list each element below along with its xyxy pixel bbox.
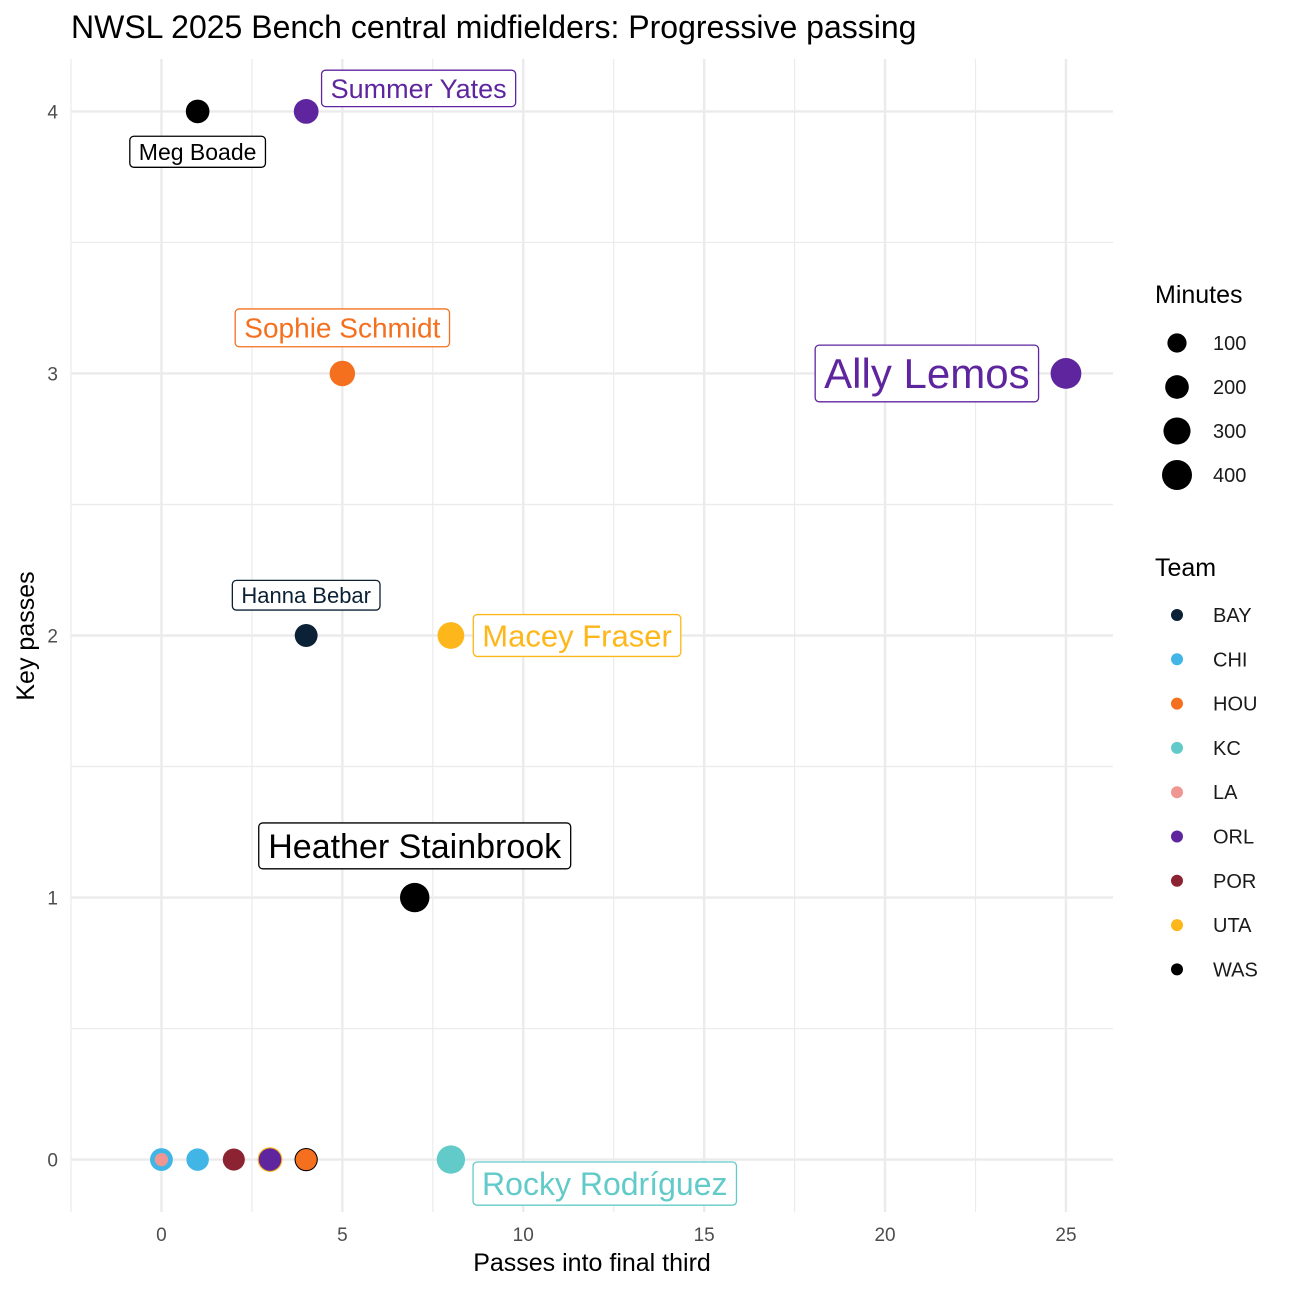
point-label-box <box>472 1161 738 1206</box>
point-label-box <box>234 308 451 348</box>
legend-team-label: POR <box>1213 871 1256 893</box>
data-point <box>185 99 210 124</box>
y-tick-label: 3 <box>47 364 58 385</box>
legend-minutes-key <box>1165 375 1189 399</box>
legend-minutes-label: 100 <box>1213 333 1246 355</box>
legend-minutes-label: 300 <box>1213 421 1246 443</box>
point-label-box <box>231 579 381 611</box>
point-label: Rocky Rodríguez <box>472 1161 738 1206</box>
point-label-text: Meg Boade <box>139 139 257 165</box>
legend-minutes-label: 400 <box>1213 465 1246 487</box>
point-label-text: Sophie Schmidt <box>244 313 440 344</box>
legend-minutes-title: Minutes <box>1155 281 1243 309</box>
x-tick-label: 20 <box>874 1225 895 1246</box>
legend-minutes-key <box>1167 333 1187 353</box>
x-axis-ticks: 0 5 10 15 20 25 <box>156 1225 1076 1246</box>
data-point <box>186 1148 209 1171</box>
y-tick-label: 4 <box>47 102 58 123</box>
chart-title: NWSL 2025 Bench central midfielders: Pro… <box>71 9 916 45</box>
legend-team-label: WAS <box>1213 959 1258 981</box>
legend-team-key <box>1171 786 1183 799</box>
legend-team-key <box>1171 609 1183 621</box>
legend-team-key <box>1171 919 1183 932</box>
x-tick-label: 5 <box>337 1225 348 1246</box>
x-tick-label: 25 <box>1055 1225 1076 1246</box>
legend-team-key <box>1171 697 1183 710</box>
y-tick-label: 1 <box>47 889 58 910</box>
x-axis-title: Passes into final third <box>473 1249 711 1277</box>
legend-team-key <box>1171 653 1183 666</box>
point-label: Hanna Bebar <box>231 579 381 611</box>
x-tick-label: 15 <box>694 1225 715 1246</box>
y-axis-title: Key passes <box>12 571 40 700</box>
legend-minutes-label: 200 <box>1213 377 1246 399</box>
data-point <box>295 1149 317 1171</box>
data-point <box>1050 358 1082 389</box>
data-point <box>154 1152 169 1167</box>
point-label-box <box>472 613 682 658</box>
plot-grid <box>70 59 1113 1212</box>
point-label: Ally Lemos <box>814 344 1040 403</box>
legend-team-key <box>1171 963 1183 976</box>
point-label-text: Heather Stainbrook <box>268 828 562 866</box>
legend-team-label: LA <box>1213 782 1238 804</box>
legend-team-label: ORL <box>1213 827 1254 849</box>
data-point <box>399 882 430 913</box>
point-label: Meg Boade <box>129 135 267 168</box>
x-tick-label: 10 <box>513 1225 534 1246</box>
legend-team-label: CHI <box>1213 649 1247 671</box>
data-point <box>294 624 318 647</box>
legend-minutes-key <box>1162 460 1192 490</box>
legend-team-label: BAY <box>1213 605 1252 627</box>
point-label-text: Macey Fraser <box>482 618 671 653</box>
legend-minutes-key <box>1163 417 1191 445</box>
legend-team-label: HOU <box>1213 694 1257 716</box>
data-point <box>258 1148 282 1171</box>
data-point <box>436 1145 466 1174</box>
data-points <box>150 99 1082 1174</box>
legend-team: Team BAY CHI HOU KC LA ORL POR UTA WAS <box>1155 554 1258 981</box>
point-label: Heather Stainbrook <box>258 822 572 870</box>
x-tick-label: 0 <box>156 1225 167 1246</box>
point-label-box <box>814 344 1040 403</box>
point-label-text: Summer Yates <box>331 74 507 104</box>
point-label: Sophie Schmidt <box>234 308 451 348</box>
point-label: Macey Fraser <box>472 613 682 658</box>
legend-team-key <box>1171 830 1183 843</box>
point-label-text: Ally Lemos <box>824 350 1029 397</box>
point-labels: Ally Lemos Heather Stainbrook Rocky Rodríg… <box>129 69 1040 1206</box>
point-label-text: Hanna Bebar <box>241 583 371 608</box>
point-label: Summer Yates <box>320 69 517 108</box>
data-point <box>222 1148 245 1171</box>
legend-team-key <box>1171 874 1183 887</box>
data-point <box>329 360 356 387</box>
data-point <box>437 622 465 649</box>
legend-team-label: UTA <box>1213 915 1252 937</box>
point-label-box <box>320 69 517 108</box>
y-tick-label: 0 <box>47 1151 58 1172</box>
legend-team-label: KC <box>1213 738 1241 760</box>
point-label-text: Rocky Rodríguez <box>482 1166 727 1202</box>
y-tick-label: 2 <box>47 627 58 648</box>
legend-team-title: Team <box>1155 554 1216 582</box>
data-point <box>293 99 319 124</box>
legend-minutes: Minutes 100 200 300 400 <box>1155 281 1246 490</box>
y-axis-ticks: 0 1 2 3 4 <box>47 102 58 1171</box>
point-label-box <box>258 822 572 870</box>
legend-team-key <box>1171 741 1183 754</box>
point-label-box <box>129 135 267 168</box>
